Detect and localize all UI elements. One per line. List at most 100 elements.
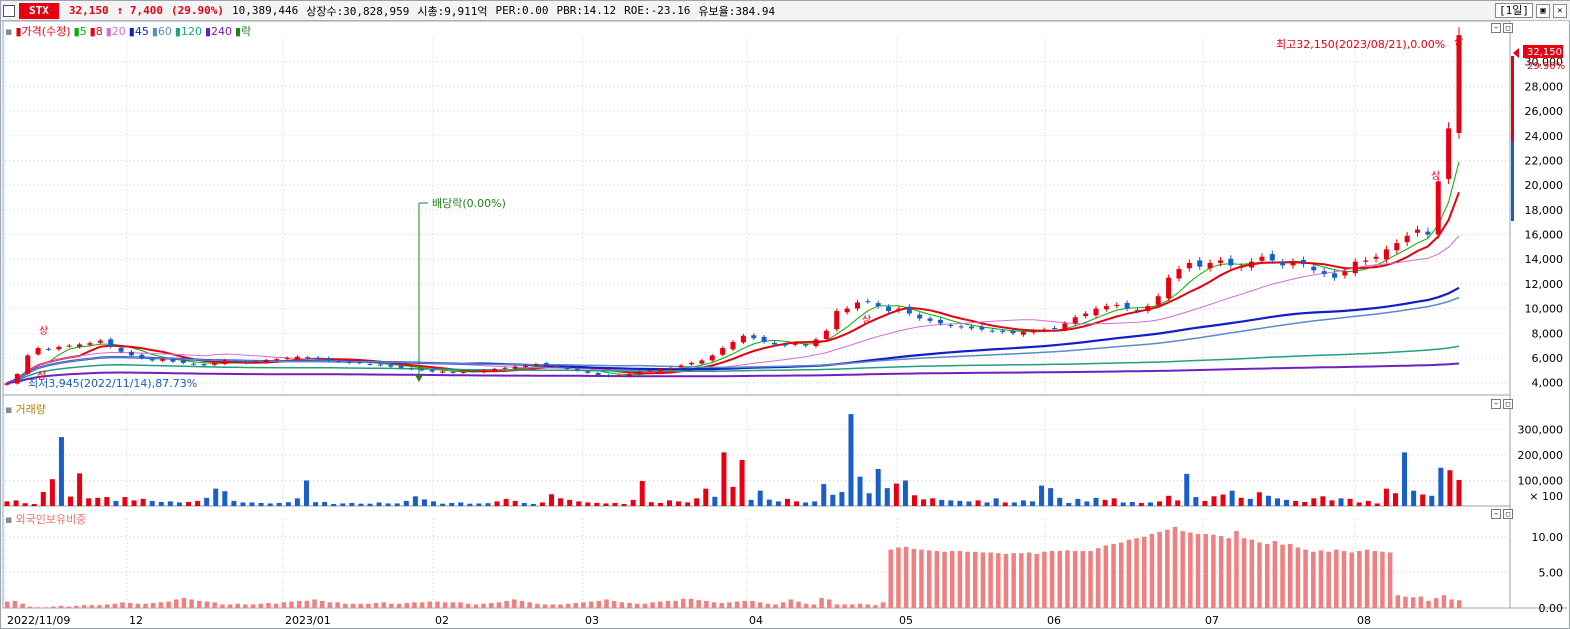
- volume-bar: [676, 501, 682, 506]
- candle: [937, 319, 943, 324]
- volume-bar: [521, 502, 527, 506]
- volume-tick-label: 200,000: [1518, 449, 1564, 462]
- legend-item[interactable]: ▮5: [73, 25, 87, 38]
- foreign-bar: [465, 603, 471, 608]
- legend-item[interactable]: ▮120: [174, 25, 202, 38]
- volume-bar: [431, 501, 437, 506]
- foreign-bar: [1072, 551, 1078, 608]
- foreign-bar: [166, 601, 171, 608]
- candle: [989, 330, 995, 332]
- legend-item[interactable]: ▮45: [128, 25, 149, 38]
- volume-bar: [794, 501, 800, 506]
- legend-item[interactable]: ▮60: [151, 25, 172, 38]
- price-tick-label: 18,000: [1525, 204, 1564, 217]
- volume-bar: [576, 501, 582, 506]
- panel-minimize-icon[interactable]: −: [1491, 399, 1501, 409]
- volume-bar: [140, 498, 146, 506]
- foreign-bar: [957, 551, 963, 608]
- panel-maximize-icon[interactable]: □: [1503, 23, 1513, 33]
- panel-minimize-icon[interactable]: −: [1491, 509, 1501, 519]
- candle: [668, 367, 674, 370]
- candle: [1290, 261, 1296, 266]
- foreign-bar: [1019, 553, 1024, 608]
- close-icon[interactable]: ✕: [1553, 3, 1567, 18]
- limit-up-marker: 상: [37, 370, 46, 382]
- legend-item[interactable]: ▮8: [89, 25, 103, 38]
- volume-bar: [1184, 473, 1190, 506]
- legend-item[interactable]: ▮20: [105, 25, 126, 38]
- foreign-bar: [811, 604, 817, 608]
- candle: [1083, 313, 1089, 317]
- foreign-bar: [1126, 539, 1132, 608]
- roe-value: ROE:-23.16: [624, 4, 691, 17]
- x-tick-label: 04: [749, 614, 763, 627]
- volume-value: 10,389,446: [231, 4, 299, 17]
- volume-bar: [884, 488, 890, 506]
- price-tick-label: 8,000: [1532, 327, 1564, 340]
- candle: [813, 339, 819, 347]
- ma-line-240: [6, 362, 1460, 385]
- volume-bar: [948, 500, 954, 506]
- volume-bar: [1402, 452, 1408, 506]
- select-checkbox[interactable]: [3, 4, 15, 17]
- volume-bar: [1002, 502, 1008, 506]
- legend-item[interactable]: ▮240: [204, 25, 233, 38]
- volume-bar: [1029, 501, 1035, 506]
- candle: [294, 356, 300, 360]
- candle: [927, 318, 933, 321]
- candle: [554, 366, 560, 368]
- candle: [1311, 266, 1317, 271]
- legend-item[interactable]: ▮락: [235, 25, 252, 38]
- volume-bar: [476, 503, 482, 506]
- foreign-bar: [419, 602, 425, 608]
- volume-bars: [4, 414, 1462, 506]
- volume-bar: [131, 500, 137, 506]
- volume-bar: [857, 476, 863, 506]
- candle: [1249, 261, 1255, 268]
- volume-bar: [1129, 501, 1135, 506]
- volume-legend: ▪ 거래량: [5, 403, 46, 416]
- volume-bar: [276, 502, 282, 506]
- foreign-bar: [458, 602, 463, 608]
- candle: [284, 357, 290, 359]
- candle: [377, 364, 383, 366]
- maximize-icon[interactable]: ▣: [1536, 3, 1550, 18]
- reserve-ratio: 유보율:384.94: [698, 4, 776, 18]
- period-button[interactable]: [1일]: [1495, 3, 1533, 18]
- volume-bar: [1374, 503, 1380, 506]
- foreign-bar: [873, 605, 878, 608]
- candle: [191, 363, 197, 365]
- volume-unit-label: × 100: [1529, 490, 1563, 503]
- foreign-bar: [611, 600, 617, 608]
- panel-maximize-icon[interactable]: □: [1503, 399, 1513, 409]
- foreign-bar: [519, 600, 525, 608]
- panel-minimize-icon[interactable]: −: [1491, 23, 1501, 33]
- volume-bar: [1447, 470, 1453, 506]
- volume-bar: [966, 501, 972, 506]
- foreign-bar: [1149, 533, 1155, 608]
- volume-bar: [122, 497, 128, 506]
- candle: [1000, 330, 1006, 333]
- candle: [315, 357, 321, 360]
- panel-maximize-icon[interactable]: □: [1503, 509, 1513, 519]
- volume-bar: [394, 503, 400, 506]
- candle: [803, 344, 809, 346]
- legend-item[interactable]: ▮가격(수정): [15, 25, 71, 38]
- foreign-bar: [174, 599, 179, 608]
- foreign-bar: [1403, 596, 1408, 608]
- volume-bar: [240, 502, 246, 506]
- foreign-bar: [20, 603, 25, 608]
- candle: [45, 348, 51, 350]
- x-tick-label: 02: [435, 614, 449, 627]
- foreign-bar: [834, 604, 840, 608]
- candle: [450, 371, 456, 373]
- foreign-bar: [1272, 541, 1278, 608]
- volume-bar: [539, 502, 545, 506]
- candle: [25, 355, 31, 374]
- ticker-badge[interactable]: STX: [19, 2, 59, 19]
- foreign-bar: [204, 601, 210, 608]
- price-legend: ▪ ▮가격(수정) ▮5 ▮8 ▮20 ▮45 ▮60 ▮120 ▮240 ▮락: [5, 23, 257, 39]
- foreign-bar: [127, 603, 133, 608]
- candle: [574, 368, 580, 371]
